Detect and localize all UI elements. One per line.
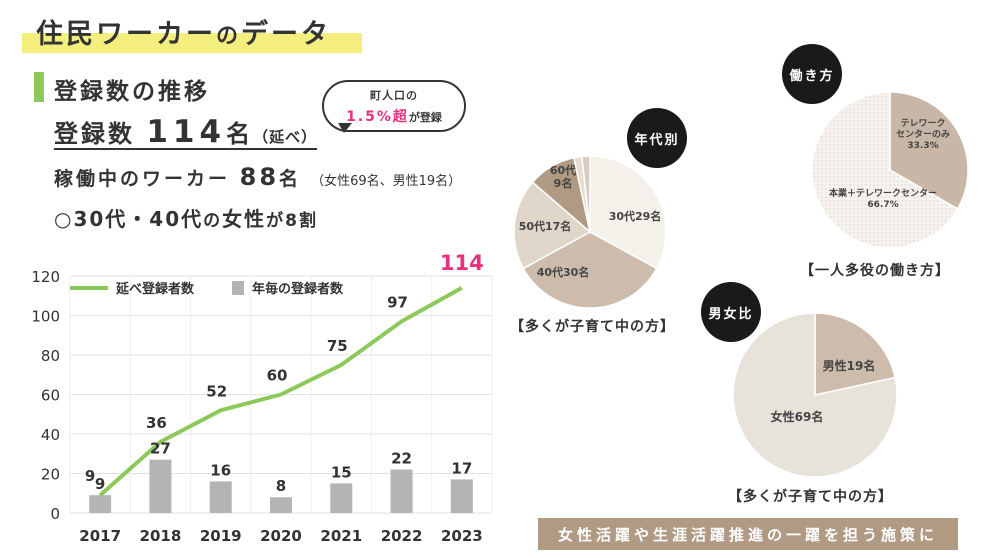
- pie-slice: [814, 312, 897, 396]
- bar: [209, 481, 232, 513]
- line-data-label: 52: [206, 382, 227, 400]
- pie-slice-label: テレワークセンターのみ 33.3%: [896, 118, 950, 151]
- page-title: 住民ワーカーのデータ: [36, 19, 332, 50]
- registered-unit: 名: [226, 120, 254, 148]
- pie-slice: [581, 155, 591, 233]
- series-line: [98, 286, 463, 497]
- pie-slice: [589, 155, 667, 270]
- legend-bar-swatch: [232, 281, 244, 295]
- registered-label: 登録数: [54, 120, 135, 148]
- bubble-line1: 町人口の: [370, 89, 418, 102]
- registered-count-line: 登録数 114名（延べ）: [54, 114, 317, 150]
- line-data-label: 36: [146, 414, 167, 432]
- age-caption: 【多くが子育て中の方】: [510, 319, 675, 335]
- line-data-label: 75: [327, 337, 348, 355]
- y-tick-label: 80: [41, 347, 60, 365]
- y-tick-label: 120: [31, 268, 60, 286]
- bar-data-label: 15: [331, 463, 352, 481]
- y-tick-label: 40: [41, 426, 60, 444]
- x-tick-label: 2022: [381, 527, 423, 545]
- pie-slice-label: 30代29名: [609, 209, 662, 223]
- bar: [89, 495, 112, 513]
- pie-slice: [732, 312, 898, 478]
- x-tick-label: 2023: [441, 527, 483, 545]
- gender-badge: 男女比: [701, 282, 761, 342]
- active-note: （女性69名、男性19名）: [311, 174, 462, 189]
- bar-data-label: 22: [391, 450, 412, 468]
- x-tick-label: 2021: [320, 527, 362, 545]
- age-pie-chart: 30代29名 40代30名 50代17名 60代 9名: [513, 155, 667, 309]
- line-data-label: 9: [85, 467, 95, 485]
- bar-data-label: 27: [150, 440, 171, 458]
- y-tick-label: 60: [41, 387, 60, 405]
- women-age-line: ○30代・40代の女性が8割: [54, 207, 318, 231]
- registered-value: 114: [146, 114, 227, 150]
- section-heading: 登録数の推移: [54, 79, 210, 105]
- gender-caption: 【多くが子育て中の方】: [728, 489, 893, 505]
- registered-note: （延べ）: [253, 128, 318, 146]
- pie-slice: [889, 91, 969, 210]
- work-style-badge: 働き方: [782, 44, 842, 104]
- active-value: 88: [239, 163, 280, 191]
- bar: [330, 483, 353, 513]
- active-label: 稼働中のワーカー: [54, 168, 231, 190]
- pie-slice: [811, 91, 959, 249]
- pie-slice-label: 50代17名: [519, 219, 572, 233]
- bubble-highlight: 1.5%超: [346, 109, 409, 125]
- pie-slice-label: 60代 9名: [550, 163, 576, 190]
- work-style-caption: 【一人多役の働き方】: [800, 263, 950, 279]
- section-accent-bar: [34, 72, 44, 102]
- active-unit: 名: [279, 168, 302, 190]
- line-data-label: 97: [387, 293, 408, 311]
- pie-slice-label: 本業＋テレワークセンター 66.7%: [829, 187, 937, 210]
- footer-banner: 女性活躍や生涯活躍推進の一躍を担う施策に: [538, 518, 958, 550]
- bar-data-label: 9: [95, 475, 105, 493]
- line-data-label: 114: [440, 251, 484, 275]
- x-tick-label: 2017: [79, 527, 121, 545]
- title-highlight: [22, 33, 362, 53]
- pie-slice-label: 女性69名: [771, 409, 824, 424]
- pie-slice: [513, 181, 592, 270]
- bar-data-label: 16: [210, 461, 231, 479]
- bar-data-label: 17: [451, 459, 472, 477]
- registration-chart: 0 20 40 60 80 100 120 2017 2018 2019 2020 2021 2022 2…: [31, 251, 493, 545]
- legend-bar-label: 年毎の登録者数: [252, 281, 344, 297]
- active-workers-line: 稼働中のワーカー 88名 （女性69名、男性19名）: [54, 163, 461, 191]
- age-badge: 年代別: [627, 108, 687, 168]
- x-tick-label: 2019: [200, 527, 242, 545]
- registered-underline: [54, 148, 317, 150]
- pie-slice-label: 40代30名: [537, 265, 590, 279]
- pie-slice-label: 男性19名: [823, 358, 876, 373]
- y-tick-label: 20: [41, 466, 60, 484]
- bar: [390, 469, 413, 513]
- line-data-label: 60: [267, 367, 288, 385]
- x-tick-label: 2020: [260, 527, 302, 545]
- bar: [450, 479, 473, 513]
- y-tick-label: 100: [31, 308, 60, 326]
- bubble-line2: 1.5%超が登録: [346, 109, 442, 125]
- x-tick-label: 2018: [140, 527, 182, 545]
- bar: [270, 497, 292, 513]
- bar: [149, 459, 172, 513]
- work-style-pie-chart: テレワークセンターのみ 33.3% 本業＋テレワークセンター 66.7%: [811, 91, 969, 249]
- legend-line-label: 延べ登録者数: [115, 281, 195, 297]
- bar-data-label: 8: [276, 477, 286, 495]
- bubble-tail: [338, 123, 352, 133]
- y-tick-label: 0: [50, 505, 60, 523]
